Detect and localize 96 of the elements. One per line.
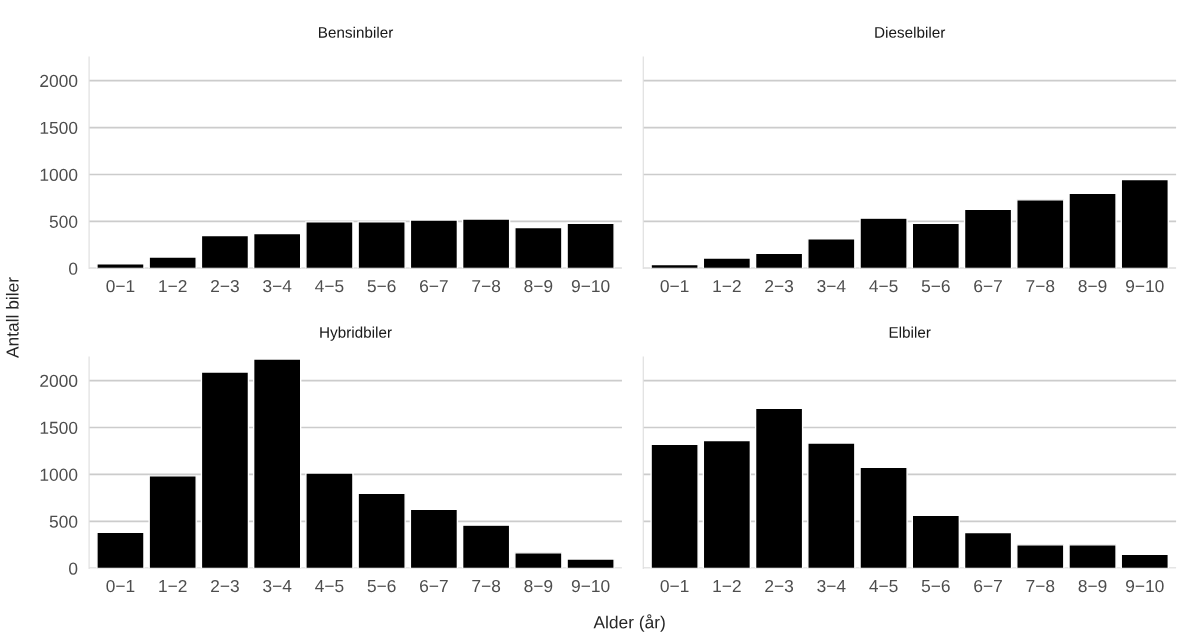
x-tick-label: 7−8 [472, 279, 501, 293]
y-tick-label: 2000 [40, 74, 78, 88]
bar [148, 475, 197, 569]
bar [859, 466, 908, 569]
bar [200, 234, 250, 269]
bar [754, 407, 804, 569]
y-tick-label: 2000 [40, 374, 78, 388]
bar [252, 232, 302, 269]
y-tick-label: 1000 [40, 468, 78, 481]
bar [963, 531, 1013, 569]
bar [807, 238, 856, 269]
bar [1068, 544, 1117, 569]
x-tick-label: 7−8 [472, 579, 501, 593]
bar [1120, 178, 1169, 269]
x-tick-label: 9−10 [571, 579, 610, 593]
bar [1120, 553, 1169, 569]
x-tick-label: 2−3 [211, 279, 239, 293]
x-tick-label: 2−3 [211, 579, 239, 593]
x-tick-label: 5−6 [367, 279, 396, 293]
bar [1068, 192, 1117, 269]
x-tick-label: 3−4 [263, 279, 292, 293]
bar [96, 262, 145, 269]
y-tick-label: 1500 [40, 121, 78, 135]
x-tick-label: 4−5 [315, 280, 344, 293]
y-axis-title: Antall biler [5, 277, 19, 358]
x-tick-label: 3−4 [817, 579, 846, 593]
chart-title: Dieselbiler [875, 26, 946, 38]
y-tick-label: 500 [49, 515, 78, 528]
bar [357, 492, 406, 569]
bar [911, 222, 961, 269]
x-tick-label: 5−6 [921, 579, 950, 593]
bar [357, 221, 406, 269]
x-tick-label: 8−9 [524, 579, 553, 593]
x-tick-label: 6−7 [974, 579, 1002, 593]
bar [859, 217, 908, 269]
x-tick-label: 9−10 [571, 279, 610, 293]
bar [702, 257, 752, 269]
bar [148, 256, 197, 269]
x-tick-label: 1−2 [713, 579, 741, 593]
x-tick-label: 4−5 [315, 580, 344, 593]
x-tick-label: 9−10 [1126, 579, 1164, 593]
x-axis-title: Alder (år) [593, 614, 665, 632]
bar [566, 558, 615, 569]
x-tick-label: 5−6 [921, 279, 950, 293]
x-tick-label: 9−10 [1126, 279, 1164, 293]
bar [650, 263, 699, 269]
bar [305, 472, 354, 569]
bar [1016, 544, 1065, 569]
bar [566, 222, 615, 269]
x-tick-label: 0−1 [106, 279, 135, 293]
bar [409, 508, 459, 569]
x-tick-label: 1−2 [159, 279, 187, 293]
x-tick-label: 8−9 [1078, 579, 1107, 593]
y-tick-label: 500 [49, 215, 78, 228]
x-tick-label: 4−5 [869, 580, 898, 593]
bar [200, 371, 250, 569]
chart-title: Bensinbiler [318, 26, 394, 38]
chart-title: Elbiler [889, 326, 931, 338]
x-tick-label: 0−1 [660, 579, 689, 593]
y-tick-label: 0 [69, 262, 78, 275]
bar [461, 218, 511, 269]
bar [754, 252, 804, 269]
x-tick-label: 5−6 [367, 579, 396, 593]
x-tick-label: 2−3 [765, 279, 794, 293]
x-tick-label: 6−7 [974, 279, 1002, 293]
x-tick-label: 8−9 [1078, 279, 1107, 293]
bar [305, 221, 354, 269]
x-tick-label: 6−7 [420, 279, 448, 293]
bar [514, 226, 563, 269]
x-tick-label: 3−4 [263, 579, 292, 593]
x-tick-label: 7−8 [1026, 279, 1055, 293]
x-tick-label: 1−2 [159, 579, 187, 593]
bar [650, 443, 699, 569]
bar [963, 208, 1013, 269]
x-tick-label: 4−5 [869, 280, 898, 293]
bar [409, 219, 459, 269]
x-tick-label: 6−7 [420, 579, 448, 593]
bar [911, 514, 961, 569]
bar [702, 439, 752, 569]
chart-title: Hybridbiler [320, 326, 392, 341]
x-tick-label: 3−4 [817, 279, 846, 293]
y-tick-label: 1000 [40, 168, 78, 181]
x-tick-label: 1−2 [713, 279, 741, 293]
x-tick-label: 0−1 [660, 279, 689, 293]
x-tick-label: 7−8 [1026, 579, 1055, 593]
bar [252, 358, 302, 569]
x-tick-label: 8−9 [524, 279, 553, 293]
x-tick-label: 2−3 [765, 579, 794, 593]
y-tick-label: 1500 [40, 421, 78, 434]
bar [807, 442, 856, 569]
bar [96, 531, 145, 569]
y-tick-label: 0 [69, 562, 78, 575]
bar [514, 552, 563, 569]
bar [1016, 199, 1065, 269]
x-tick-label: 0−1 [106, 579, 135, 593]
bar [461, 524, 511, 569]
